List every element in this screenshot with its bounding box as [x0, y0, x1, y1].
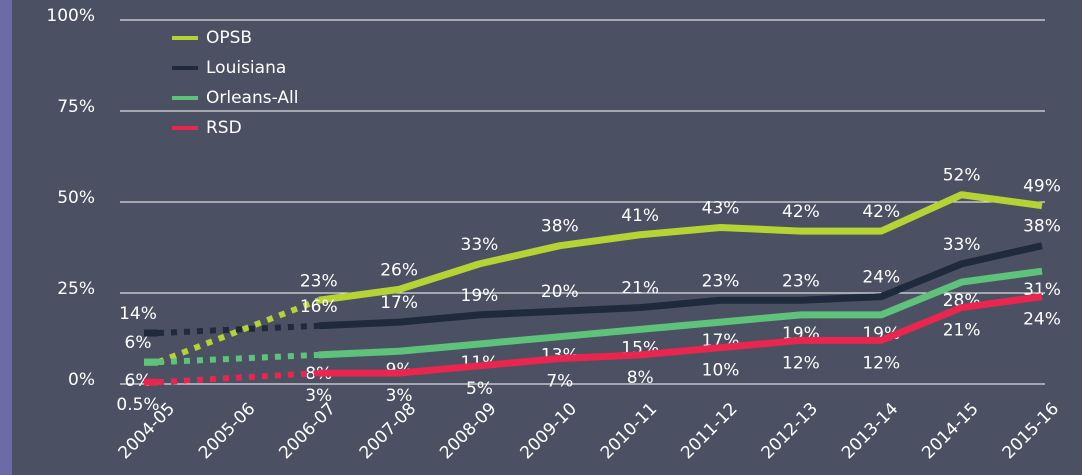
data-label: 26% [380, 260, 418, 280]
data-label: 6% [125, 371, 152, 391]
data-label: 41% [621, 206, 659, 226]
data-label: 16% [300, 297, 338, 317]
data-label: 24% [1023, 310, 1061, 330]
series-line [318, 267, 1043, 359]
data-label: 6% [125, 333, 152, 353]
legend-label: OPSB [206, 28, 252, 48]
data-label: 7% [546, 372, 573, 392]
y-tick-label: 75% [57, 97, 95, 117]
legend-label: Orleans-All [206, 88, 298, 108]
data-label: 33% [461, 235, 499, 255]
gap-bridge [156, 297, 320, 365]
data-label: 17% [380, 293, 418, 313]
legend-label: Louisiana [206, 58, 286, 78]
series-line [318, 293, 1043, 377]
data-label: 23% [782, 271, 820, 291]
data-label: 10% [702, 361, 740, 381]
gap-bridge [157, 351, 319, 366]
y-tick-label: 25% [57, 279, 95, 299]
data-label: 33% [943, 235, 981, 255]
data-label: 52% [943, 166, 981, 186]
legend-label: RSD [206, 118, 242, 138]
data-label: 21% [621, 279, 659, 299]
series-line [318, 242, 1043, 330]
data-label: 38% [541, 217, 579, 237]
data-label: 23% [702, 271, 740, 291]
data-label: 14% [119, 304, 157, 324]
data-label: 49% [1023, 177, 1061, 197]
data-label: 38% [1023, 217, 1061, 237]
y-tick-label: 50% [57, 188, 95, 208]
data-label: 12% [782, 353, 820, 373]
data-label: 23% [300, 271, 338, 291]
data-label: 0.5% [116, 395, 159, 415]
data-label: 3% [305, 386, 332, 406]
series-line [318, 191, 1043, 304]
data-label: 24% [862, 268, 900, 288]
data-label: 21% [943, 321, 981, 341]
y-tick-label: 100% [46, 6, 95, 26]
data-label: 5% [466, 379, 493, 399]
side-strip [0, 0, 12, 475]
data-label: 20% [541, 282, 579, 302]
data-label: 19% [461, 286, 499, 306]
data-label: 42% [862, 202, 900, 222]
y-tick-label: 0% [68, 370, 95, 390]
data-label: 3% [386, 386, 413, 406]
data-label: 43% [702, 198, 740, 218]
data-label: 12% [862, 353, 900, 373]
data-label: 42% [782, 202, 820, 222]
gap-bridge [157, 370, 319, 386]
gap-bridge [157, 322, 319, 337]
data-label: 8% [627, 368, 654, 388]
